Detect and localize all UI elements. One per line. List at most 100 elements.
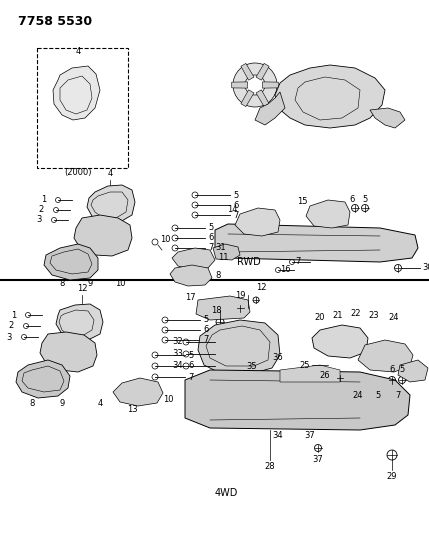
Circle shape xyxy=(162,337,168,343)
Circle shape xyxy=(172,225,178,231)
Text: 2: 2 xyxy=(9,321,14,330)
Polygon shape xyxy=(53,66,100,120)
Text: 4WD: 4WD xyxy=(215,488,239,498)
Text: 6: 6 xyxy=(389,365,395,374)
Circle shape xyxy=(192,212,198,218)
Polygon shape xyxy=(113,378,163,406)
Circle shape xyxy=(162,317,168,323)
Circle shape xyxy=(25,312,30,318)
Text: 33: 33 xyxy=(172,350,183,359)
Circle shape xyxy=(337,375,343,381)
Circle shape xyxy=(387,450,397,460)
Text: 36: 36 xyxy=(272,353,283,362)
Text: 5: 5 xyxy=(203,316,208,325)
Text: 14: 14 xyxy=(227,206,238,214)
Circle shape xyxy=(362,205,369,212)
Text: 13: 13 xyxy=(127,406,137,415)
Polygon shape xyxy=(398,360,428,382)
Polygon shape xyxy=(213,244,240,260)
Circle shape xyxy=(172,235,178,241)
Text: 7: 7 xyxy=(188,373,193,382)
Circle shape xyxy=(314,445,321,451)
Polygon shape xyxy=(256,63,269,80)
Text: 35: 35 xyxy=(247,362,257,371)
Text: 34: 34 xyxy=(273,431,283,440)
Text: 7: 7 xyxy=(203,335,208,344)
Polygon shape xyxy=(74,215,132,256)
Polygon shape xyxy=(241,63,254,80)
Circle shape xyxy=(351,205,359,212)
Text: 7: 7 xyxy=(233,211,239,220)
Text: 4: 4 xyxy=(76,47,81,56)
Polygon shape xyxy=(215,224,418,262)
Circle shape xyxy=(152,374,158,380)
Polygon shape xyxy=(232,82,248,88)
Circle shape xyxy=(183,351,189,357)
Circle shape xyxy=(275,268,281,272)
Circle shape xyxy=(233,63,277,107)
Text: 32: 32 xyxy=(172,337,183,346)
Text: 10: 10 xyxy=(160,236,170,245)
Text: 5: 5 xyxy=(399,365,405,374)
Polygon shape xyxy=(241,90,254,107)
Circle shape xyxy=(192,202,198,208)
Text: 9: 9 xyxy=(59,399,65,408)
Text: 12: 12 xyxy=(256,283,266,292)
Circle shape xyxy=(51,217,57,222)
Text: 12: 12 xyxy=(77,284,87,293)
Polygon shape xyxy=(312,325,368,358)
Circle shape xyxy=(183,339,189,345)
Text: 22: 22 xyxy=(351,309,361,318)
Polygon shape xyxy=(358,340,413,372)
Text: 8: 8 xyxy=(29,399,35,408)
Text: 28: 28 xyxy=(265,462,275,471)
Text: 5: 5 xyxy=(375,391,381,400)
Circle shape xyxy=(54,207,58,213)
Text: 6: 6 xyxy=(349,196,355,205)
Circle shape xyxy=(253,297,259,303)
Circle shape xyxy=(389,376,396,384)
Circle shape xyxy=(236,304,244,311)
Text: 7: 7 xyxy=(395,391,401,400)
Text: 7758 5530: 7758 5530 xyxy=(18,15,92,28)
Text: 5: 5 xyxy=(208,223,213,232)
Text: 37: 37 xyxy=(305,431,315,440)
Polygon shape xyxy=(198,320,280,374)
Text: 24: 24 xyxy=(389,313,399,322)
Text: 25: 25 xyxy=(299,360,310,369)
Polygon shape xyxy=(255,92,285,125)
Text: 17: 17 xyxy=(185,294,196,303)
Text: 21: 21 xyxy=(333,311,343,320)
Text: 26: 26 xyxy=(319,370,330,379)
Circle shape xyxy=(192,192,198,198)
Text: 8: 8 xyxy=(59,279,65,287)
Circle shape xyxy=(162,327,168,333)
Text: 37: 37 xyxy=(313,455,323,464)
Text: 20: 20 xyxy=(315,313,325,322)
Text: 2: 2 xyxy=(39,206,44,214)
Polygon shape xyxy=(306,200,350,228)
Text: 1: 1 xyxy=(11,311,16,319)
Text: 9: 9 xyxy=(88,279,93,287)
Text: 6: 6 xyxy=(233,200,239,209)
Polygon shape xyxy=(40,332,97,372)
Polygon shape xyxy=(280,365,340,382)
Text: 5: 5 xyxy=(233,190,238,199)
Circle shape xyxy=(172,245,178,251)
Text: 7: 7 xyxy=(295,257,300,266)
Text: 1: 1 xyxy=(41,196,46,205)
Polygon shape xyxy=(275,65,385,128)
Text: 16: 16 xyxy=(280,265,290,274)
Text: 3: 3 xyxy=(6,333,12,342)
Text: 5: 5 xyxy=(363,196,368,205)
Circle shape xyxy=(55,198,60,203)
Text: 15: 15 xyxy=(297,198,308,206)
Polygon shape xyxy=(37,48,128,168)
Circle shape xyxy=(152,239,158,245)
Circle shape xyxy=(152,363,158,369)
Polygon shape xyxy=(256,90,269,107)
Polygon shape xyxy=(170,265,212,286)
Circle shape xyxy=(152,352,158,358)
Polygon shape xyxy=(44,244,98,280)
Circle shape xyxy=(21,335,27,340)
